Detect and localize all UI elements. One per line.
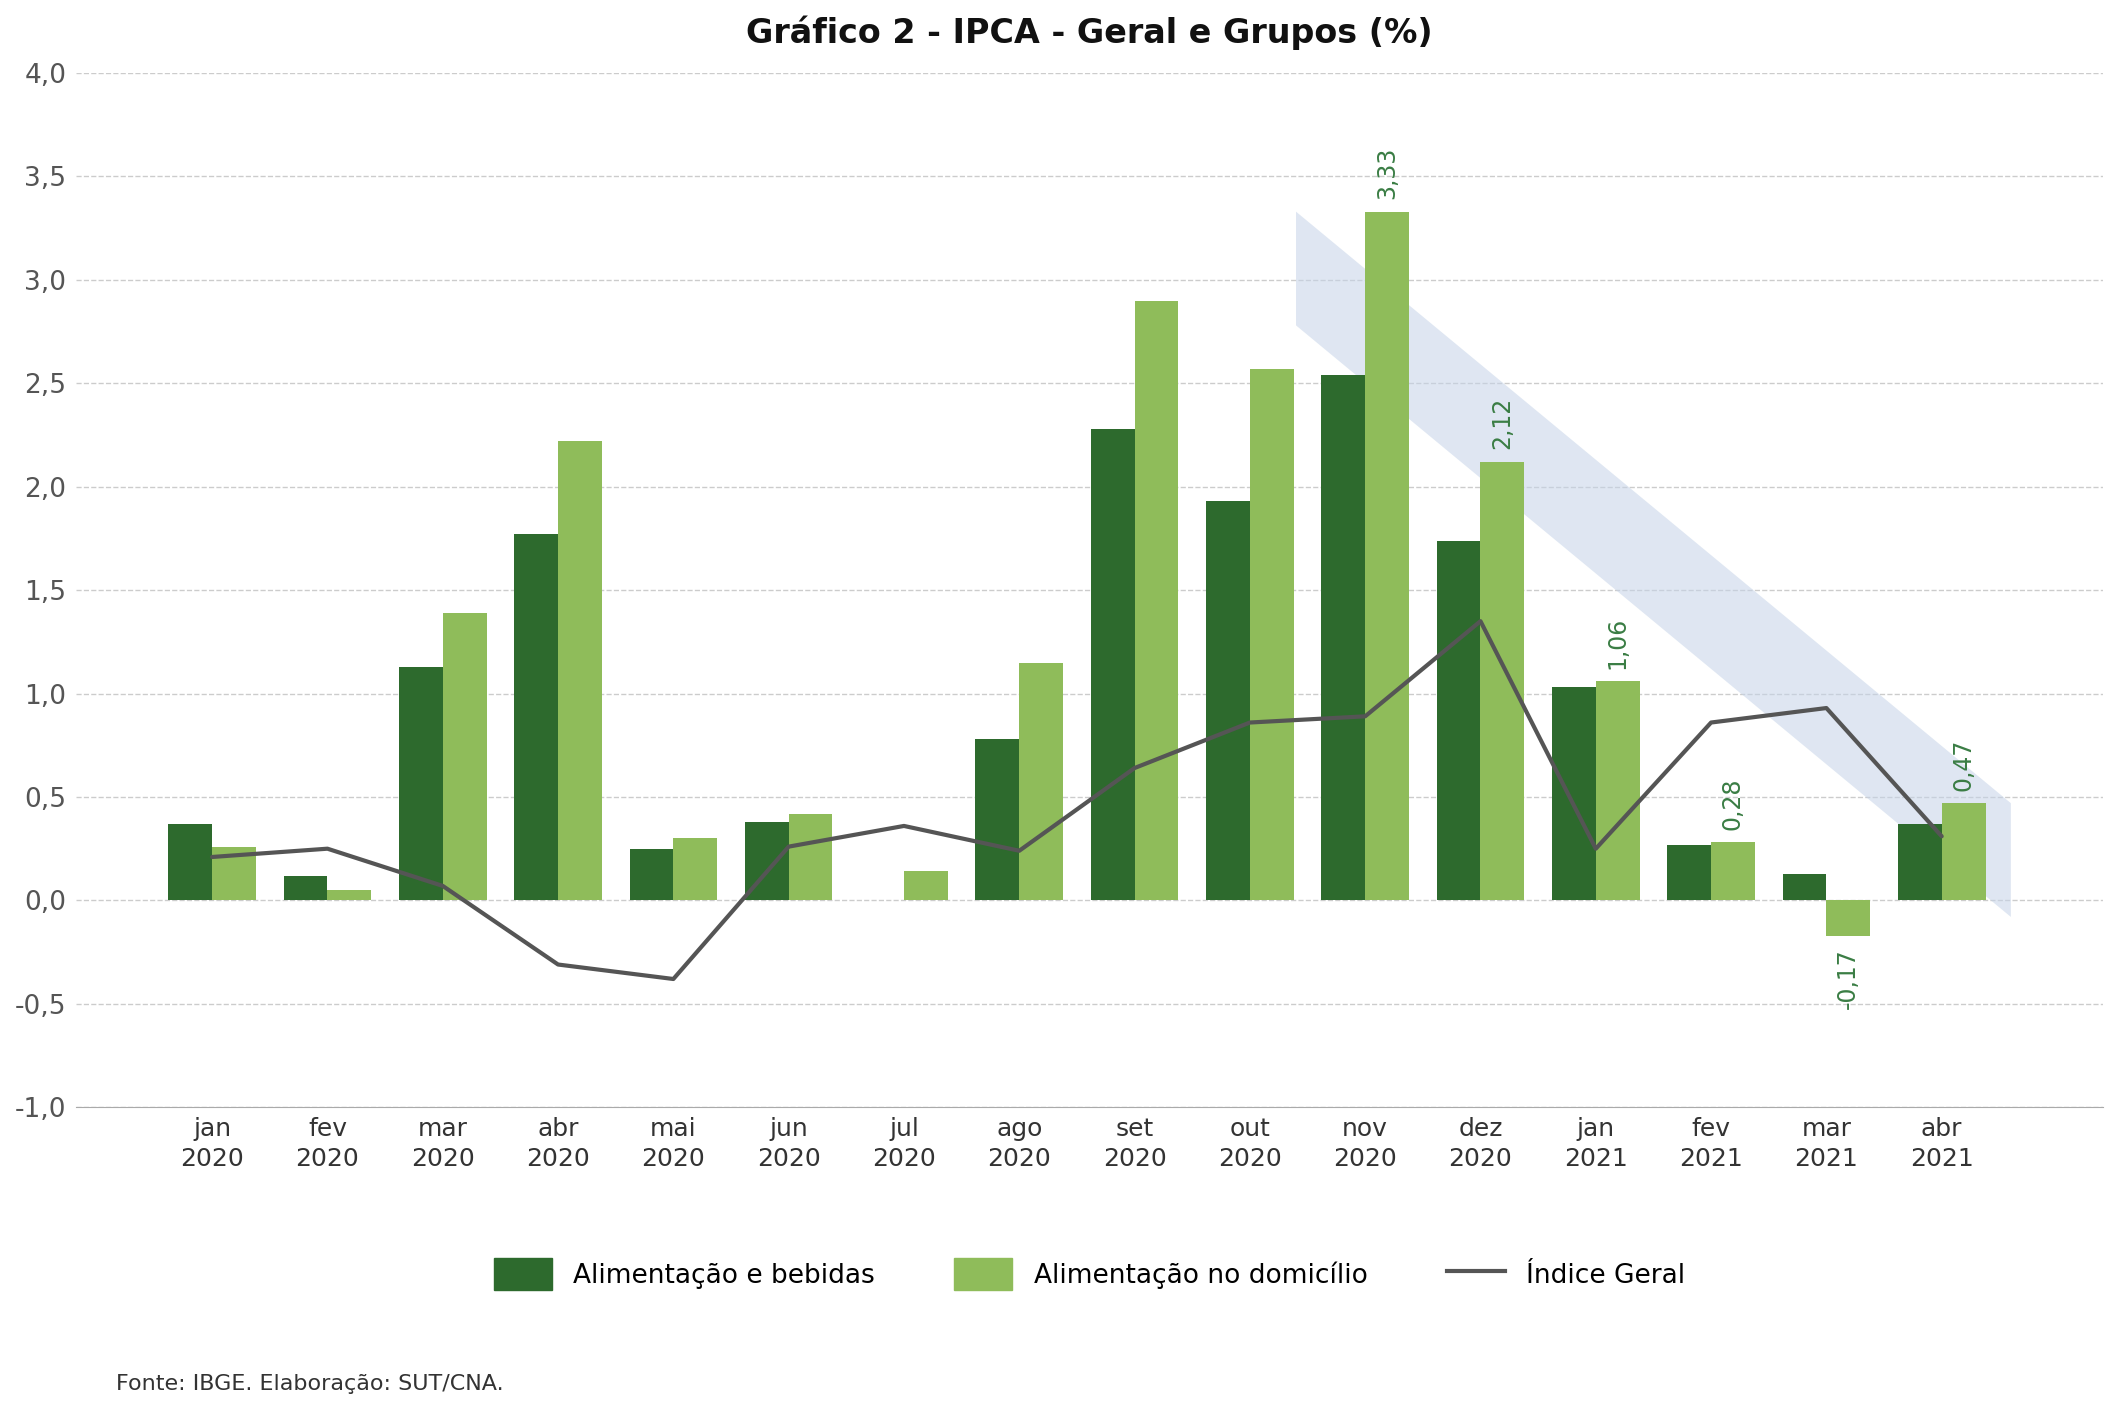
Text: 1,06: 1,06 bbox=[1605, 617, 1629, 669]
Bar bbox=[1595, 682, 1639, 900]
Bar bbox=[1826, 900, 1870, 935]
Bar bbox=[328, 890, 371, 900]
Bar bbox=[1205, 501, 1250, 900]
Bar bbox=[1480, 461, 1525, 900]
Bar bbox=[284, 876, 328, 900]
Bar bbox=[1366, 212, 1408, 900]
Text: Fonte: IBGE. Elaboração: SUT/CNA.: Fonte: IBGE. Elaboração: SUT/CNA. bbox=[116, 1374, 504, 1394]
Polygon shape bbox=[1296, 212, 2010, 917]
Text: 2,12: 2,12 bbox=[1491, 398, 1514, 450]
Legend: Alimentação e bebidas, Alimentação no domicílio, Índice Geral: Alimentação e bebidas, Alimentação no do… bbox=[483, 1247, 1694, 1301]
Bar bbox=[904, 872, 947, 900]
Bar bbox=[976, 739, 1019, 900]
Bar bbox=[788, 814, 832, 900]
Bar bbox=[1667, 845, 1711, 900]
Bar bbox=[443, 612, 487, 900]
Bar bbox=[1436, 540, 1480, 900]
Text: 3,33: 3,33 bbox=[1375, 147, 1400, 199]
Text: 0,47: 0,47 bbox=[1951, 738, 1976, 790]
Bar bbox=[1783, 873, 1826, 900]
Bar bbox=[1019, 663, 1063, 900]
Title: Gráfico 2 - IPCA - Geral e Grupos (%): Gráfico 2 - IPCA - Geral e Grupos (%) bbox=[746, 16, 1434, 49]
Bar bbox=[557, 442, 602, 900]
Bar bbox=[1711, 842, 1756, 900]
Bar bbox=[212, 847, 256, 900]
Bar bbox=[1250, 368, 1294, 900]
Bar bbox=[167, 824, 212, 900]
Bar bbox=[746, 821, 788, 900]
Bar bbox=[1091, 429, 1135, 900]
Bar bbox=[1322, 375, 1366, 900]
Bar bbox=[1135, 301, 1178, 900]
Bar bbox=[515, 535, 557, 900]
Text: -0,17: -0,17 bbox=[1836, 948, 1860, 1009]
Bar bbox=[674, 838, 718, 900]
Bar bbox=[629, 848, 674, 900]
Bar bbox=[1552, 687, 1595, 900]
Bar bbox=[1942, 803, 1985, 900]
Bar bbox=[398, 666, 443, 900]
Bar bbox=[1898, 824, 1942, 900]
Text: 0,28: 0,28 bbox=[1722, 777, 1745, 830]
